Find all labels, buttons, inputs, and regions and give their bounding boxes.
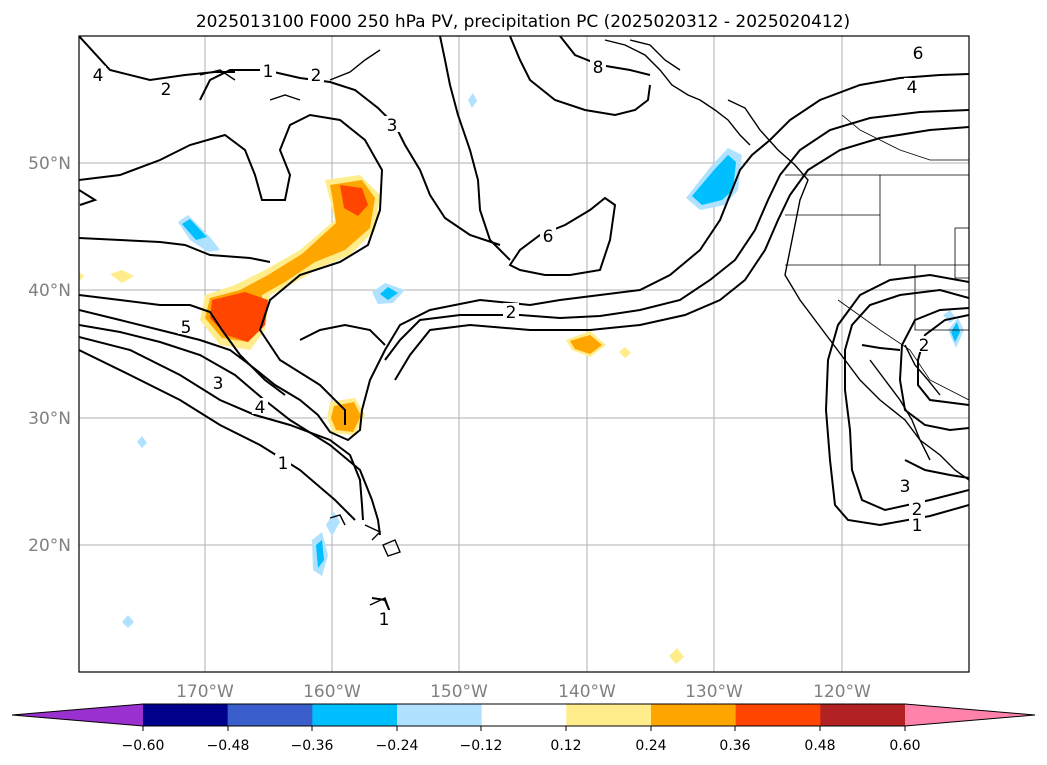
precip-negative-shading bbox=[122, 93, 964, 628]
colorbar-tick-label: 0.60 bbox=[889, 738, 920, 754]
contour-label: 2 bbox=[919, 336, 930, 356]
lat-labels: 50°N 40°N 30°N 20°N bbox=[28, 154, 71, 556]
contour-label: 1 bbox=[379, 610, 390, 630]
colorbar-segment bbox=[566, 704, 652, 726]
contour-label: 2 bbox=[311, 66, 322, 86]
lon-label: 120°W bbox=[813, 682, 871, 702]
lon-label: 130°W bbox=[685, 682, 743, 702]
lat-label: 50°N bbox=[28, 154, 71, 174]
figure-title: 2025013100 F000 250 hPa PV, precipitatio… bbox=[196, 12, 850, 32]
lon-labels: 170°W 160°W 150°W 140°W 130°W 120°W bbox=[176, 682, 871, 702]
precip-positive-shading bbox=[79, 175, 684, 664]
contour-label: 4 bbox=[93, 66, 104, 86]
colorbar-extend-low bbox=[12, 704, 143, 726]
colorbar-segment bbox=[735, 704, 821, 726]
colorbar-tick-label: −0.12 bbox=[460, 738, 503, 754]
contour-label: 2 bbox=[506, 303, 517, 323]
contour-label: 2 bbox=[912, 500, 923, 520]
contour-label: 6 bbox=[913, 44, 924, 64]
contour-label: 2 bbox=[161, 80, 172, 100]
colorbar-tick-label: −0.60 bbox=[122, 738, 165, 754]
colorbar-segment bbox=[227, 704, 313, 726]
map-frame bbox=[78, 35, 970, 673]
colorbar-tick-label: −0.36 bbox=[291, 738, 334, 754]
contour-label: 1 bbox=[912, 516, 923, 536]
contour-label: 1 bbox=[278, 454, 289, 474]
colorbar-tick-label: 0.24 bbox=[635, 738, 666, 754]
pv-contours bbox=[79, 36, 969, 626]
colorbar-segment bbox=[312, 704, 398, 726]
map-panel: 1 2 4 2 3 8 6 4 6 2 5 3 4 1 bbox=[79, 36, 969, 672]
lat-label: 40°N bbox=[28, 281, 71, 301]
colorbar-segment bbox=[651, 704, 737, 726]
colorbar-segment bbox=[481, 704, 567, 726]
colorbar-segments bbox=[12, 704, 1035, 726]
colorbar-extend-high bbox=[905, 704, 1035, 726]
colorbar-tick-label: 0.12 bbox=[550, 738, 581, 754]
colorbar-tick-label: 0.36 bbox=[719, 738, 750, 754]
contour-labels: 1 2 4 2 3 8 6 4 6 2 5 3 4 1 bbox=[90, 44, 932, 630]
contour-label: 3 bbox=[213, 374, 224, 394]
colorbar-ticks bbox=[142, 726, 906, 731]
colorbar-segment bbox=[820, 704, 906, 726]
contour-label: 8 bbox=[593, 58, 604, 78]
contour-label: 6 bbox=[543, 227, 554, 247]
lon-label: 170°W bbox=[176, 682, 234, 702]
contour-label: 3 bbox=[900, 477, 911, 497]
lon-label: 150°W bbox=[430, 682, 488, 702]
lon-label: 160°W bbox=[303, 682, 361, 702]
colorbar-segment bbox=[143, 704, 229, 726]
contour-label: 4 bbox=[255, 398, 266, 418]
contour-label: 1 bbox=[263, 62, 274, 82]
lat-label: 30°N bbox=[28, 409, 71, 429]
colorbar-tick-label: −0.24 bbox=[376, 738, 419, 754]
political-borders bbox=[785, 114, 969, 401]
lat-label: 20°N bbox=[28, 536, 71, 556]
colorbar-segment bbox=[397, 704, 483, 726]
lon-label: 140°W bbox=[558, 682, 616, 702]
contour-label: 4 bbox=[907, 78, 918, 98]
colorbar-tick-label: −0.48 bbox=[207, 738, 250, 754]
contour-label: 3 bbox=[387, 116, 398, 136]
colorbar-tick-label: 0.48 bbox=[804, 738, 835, 754]
colorbar: −0.60 −0.48 −0.36 −0.24 −0.12 0.12 0.24 … bbox=[11, 703, 1036, 754]
contour-label: 5 bbox=[181, 318, 192, 338]
gridlines bbox=[79, 36, 969, 672]
